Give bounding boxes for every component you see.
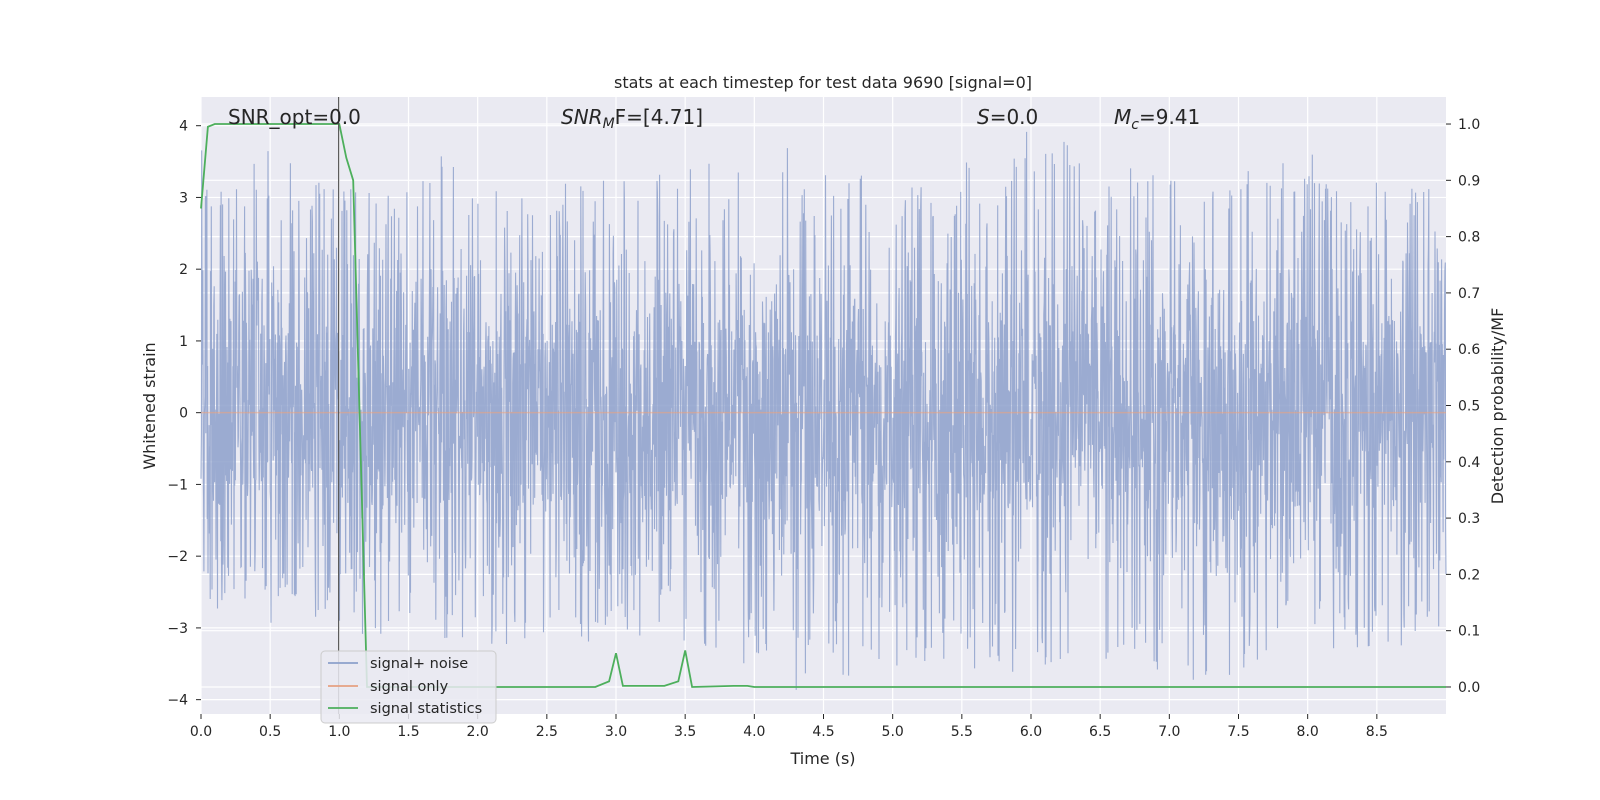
x-tick-label: 3.0 <box>605 724 627 740</box>
annotation-snr-mf: SNRMF=[4.71] <box>561 105 703 132</box>
x-tick-label: 8.0 <box>1297 724 1319 740</box>
x-tick-label: 0.5 <box>259 724 281 740</box>
y2-tick-label: 0.0 <box>1458 680 1480 696</box>
y2-tick-label: 0.4 <box>1458 455 1480 471</box>
x-tick-label: 7.0 <box>1158 724 1180 740</box>
annotation-snr-mf-prefix: SNR <box>561 105 603 129</box>
x-tick-label: 1.5 <box>397 724 419 740</box>
x-tick-label: 5.5 <box>951 724 973 740</box>
series-signal-statistics <box>200 123 1446 688</box>
x-tick-label: 5.0 <box>882 724 904 740</box>
y-axis-label: Whitened strain <box>140 342 159 469</box>
y-tick-label: −2 <box>167 549 188 565</box>
annotation-mc-suffix: =9.41 <box>1139 105 1200 129</box>
chart-title: stats at each timestep for test data 969… <box>614 73 1032 92</box>
y-tick-label: 1 <box>179 334 188 350</box>
annotation-mc-prefix: M <box>1114 105 1131 129</box>
y2-tick-label: 0.2 <box>1458 567 1480 583</box>
y-tick-label: 3 <box>179 190 188 206</box>
axes: 0.0 0.5 1.0 1.5 2.0 2.5 3.0 3.5 4.0 4.5 5.0 5.5 6.0 6… <box>167 117 1480 740</box>
x-tick-label: 2.0 <box>467 724 489 740</box>
legend-label-signal-plus-noise: signal+ noise <box>370 656 468 672</box>
y2-tick-label: 1.0 <box>1458 117 1480 133</box>
y2-tick-label: 0.6 <box>1458 342 1480 358</box>
series-signal-plus-noise <box>200 131 1447 690</box>
x-tick-label: 2.5 <box>536 724 558 740</box>
y2-tick-label: 0.8 <box>1458 230 1480 246</box>
annotation-snr-opt-text: SNR_opt=0.0 <box>228 105 361 129</box>
x-tick-label: 0.0 <box>190 724 212 740</box>
y-tick-label: −1 <box>167 477 188 493</box>
x-tick-label: 3.5 <box>674 724 696 740</box>
x-tick-label: 8.5 <box>1366 724 1388 740</box>
x-tick-label: 6.0 <box>1020 724 1042 740</box>
annotation-s: S=0.0 <box>977 105 1038 129</box>
y2-axis-label: Detection probability/MF <box>1488 308 1507 505</box>
x-tick-label: 4.5 <box>812 724 834 740</box>
x-axis-label: Time (s) <box>789 749 855 768</box>
annotation-snr-mf-suffix: F=[4.71] <box>615 105 703 129</box>
signal-statistics-line <box>200 123 1446 688</box>
y2-tick-label: 0.9 <box>1458 173 1480 189</box>
x-tick-label: 4.0 <box>743 724 765 740</box>
y-tick-label: 0 <box>179 406 188 422</box>
annotation-mc-sub: c <box>1131 117 1139 133</box>
legend-label-signal-statistics: signal statistics <box>370 701 482 717</box>
y-tick-label: 2 <box>179 262 188 278</box>
annotation-mc: Mc=9.41 <box>1114 105 1200 133</box>
x-tick-label: 7.5 <box>1227 724 1249 740</box>
x-tick-label: 6.5 <box>1089 724 1111 740</box>
legend: signal+ noise signal only signal statist… <box>320 650 497 724</box>
annotation-s-suffix: =0.0 <box>990 105 1039 129</box>
y-tick-label: −3 <box>167 621 188 637</box>
legend-box <box>320 650 497 724</box>
y-tick-label: 4 <box>179 119 188 135</box>
y2-tick-label: 0.3 <box>1458 511 1480 527</box>
annotation-s-prefix: S <box>977 105 990 129</box>
legend-label-signal-only: signal only <box>370 679 449 695</box>
y2-tick-label: 0.7 <box>1458 286 1480 302</box>
y2-tick-label: 0.1 <box>1458 624 1480 640</box>
annotation-snr-mf-sub: M <box>603 116 615 132</box>
y-tick-label: −4 <box>167 693 188 709</box>
annotations: SNR_opt=0.0 SNRMF=[4.71] S=0.0 Mc=9.41 <box>228 105 1200 133</box>
annotation-snr-opt: SNR_opt=0.0 <box>228 105 361 129</box>
x-tick-label: 1.0 <box>328 724 350 740</box>
y2-tick-label: 0.5 <box>1458 399 1480 415</box>
noise-trace <box>200 131 1447 690</box>
